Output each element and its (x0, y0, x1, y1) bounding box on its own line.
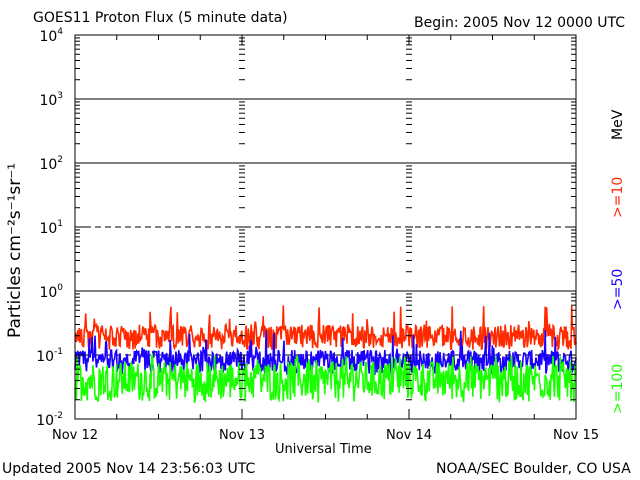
y-tick-label: 104 (39, 27, 63, 45)
x-axis-label: Universal Time (275, 442, 372, 457)
chart-title: GOES11 Proton Flux (5 minute data) (33, 10, 288, 26)
y-tick-label: 101 (39, 219, 63, 237)
x-tick-label: Nov 15 (553, 428, 599, 443)
x-tick-label: Nov 13 (219, 428, 265, 443)
x-tick-label: Nov 12 (52, 428, 98, 443)
label-layer: 10-2 10-1 100 101 102 103 104 Nov 12 Nov 13 Nov 1… (36, 27, 599, 443)
series-line-3 (74, 352, 577, 404)
series-line-2 (74, 330, 577, 376)
series-line-1 (74, 305, 577, 352)
unit-label: MeV (610, 109, 626, 140)
credit-label: NOAA/SEC Boulder, CO USA (436, 461, 631, 477)
y-axis-label: Particles cm⁻²s⁻¹sr⁻¹ (5, 162, 25, 338)
legend-series-2: >=50 (610, 268, 626, 310)
tick-layer (74, 35, 577, 420)
series-layer (74, 305, 577, 404)
legend-series-3: >=100 (610, 363, 626, 414)
y-tick-label: 102 (39, 155, 63, 173)
y-tick-label: 10-1 (36, 347, 63, 365)
y-tick-label: 100 (39, 283, 63, 301)
y-tick-label: 10-2 (36, 411, 63, 429)
y-tick-label: 103 (39, 91, 63, 109)
x-tick-label: Nov 14 (386, 428, 432, 443)
begin-time-label: Begin: 2005 Nov 12 0000 UTC (414, 15, 625, 31)
updated-timestamp: Updated 2005 Nov 14 23:56:03 UTC (2, 461, 256, 477)
legend-series-1: >=10 (610, 176, 626, 218)
